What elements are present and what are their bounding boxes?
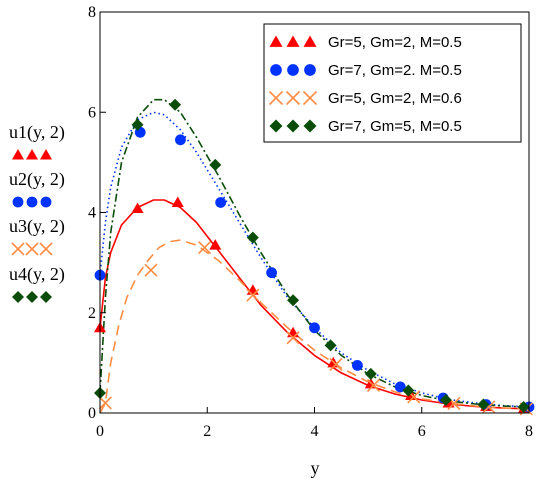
y-label-marker-sample xyxy=(11,242,25,256)
series-line-1 xyxy=(99,199,530,410)
y-label-marker-sample xyxy=(26,196,38,208)
x-axis-ticks: 0 2 4 6 8 xyxy=(96,407,533,440)
markers-layer xyxy=(94,98,535,416)
series-4-marker xyxy=(131,118,144,131)
series-4-marker xyxy=(324,339,337,352)
y-label-marker-sample xyxy=(12,149,24,160)
legend-marker-sample xyxy=(269,35,283,47)
y-label-marker-sample xyxy=(40,196,52,208)
y-tick-label: 6 xyxy=(88,104,96,121)
y-label-marker-sample xyxy=(26,291,38,303)
legend-marker-sample xyxy=(302,90,318,106)
series-line-4 xyxy=(99,98,530,408)
y-axis-label-4: u4(y, 2) xyxy=(9,264,65,285)
series-2-marker xyxy=(215,197,227,208)
legend-entry-3: Gr=5, Gm=2, M=0.6 xyxy=(328,90,462,107)
series-1-marker xyxy=(209,239,222,250)
series-3-marker xyxy=(246,288,260,302)
legend-marker-sample xyxy=(268,90,284,106)
series-3-marker xyxy=(198,241,212,255)
series-1-marker xyxy=(131,202,144,213)
y-label-marker-sample xyxy=(40,149,52,160)
x-tick-label: 6 xyxy=(418,423,426,440)
legend-marker-sample xyxy=(303,119,317,133)
x-tick-label: 2 xyxy=(203,423,211,440)
series-3-marker xyxy=(98,396,112,410)
series-2-marker xyxy=(309,322,320,334)
x-tick-label: 4 xyxy=(311,423,319,440)
legend-marker-sample xyxy=(304,64,316,76)
series-line-3 xyxy=(99,239,530,414)
series-4-marker xyxy=(287,294,300,307)
legend-marker-sample xyxy=(269,119,283,133)
legend-marker-sample xyxy=(285,90,301,106)
legend-marker-sample xyxy=(287,64,299,76)
series-4-marker xyxy=(364,367,377,380)
y-axis-series-labels: u1(y, 2) u2(y, 2) u3(y, 2) u4(y, 2) xyxy=(9,122,65,303)
y-tick-label: 2 xyxy=(88,305,96,322)
series-4-marker xyxy=(517,400,530,413)
y-tick-label: 4 xyxy=(88,205,96,222)
x-axis-label: y xyxy=(311,458,320,478)
series-4-marker xyxy=(246,231,259,244)
legend-entry-2: Gr=7, Gm=2. M=0.5 xyxy=(328,62,462,79)
series-1-marker xyxy=(171,196,184,207)
y-label-marker-sample xyxy=(26,149,38,160)
y-tick-label: 8 xyxy=(88,4,96,21)
y-label-marker-sample xyxy=(12,291,24,303)
y-axis-ticks: 0 2 4 6 8 xyxy=(88,4,106,422)
series-4-marker xyxy=(402,384,415,397)
series-4-marker xyxy=(439,393,452,406)
series-4-marker xyxy=(169,98,182,111)
x-tick-label: 0 xyxy=(96,423,104,440)
series-2-marker xyxy=(352,359,363,371)
series-4-marker xyxy=(477,398,490,411)
series-2-marker xyxy=(266,267,277,279)
x-tick-label: 8 xyxy=(525,423,533,440)
series-3-marker xyxy=(366,378,381,392)
legend-marker-sample xyxy=(303,35,317,47)
series-4-marker xyxy=(209,158,222,171)
legend-marker-sample xyxy=(286,119,300,133)
series-2-marker xyxy=(394,381,406,393)
y-label-marker-sample xyxy=(39,242,53,256)
series-3-marker xyxy=(144,263,158,277)
y-tick-label: 0 xyxy=(88,405,96,422)
curves-layer xyxy=(99,98,530,414)
y-axis-label-3: u3(y, 2) xyxy=(9,216,65,237)
legend-marker-sample xyxy=(270,64,282,76)
legend-marker-sample xyxy=(286,35,300,47)
legend-entry-1: Gr=5, Gm=2, M=0.5 xyxy=(328,34,462,51)
series-2-marker xyxy=(175,134,186,146)
y-label-marker-sample xyxy=(40,291,52,303)
y-axis-label-1: u1(y, 2) xyxy=(9,122,65,143)
legend: Gr=5, Gm=2, M=0.5 Gr=7, Gm=2. M=0.5 Gr=5, … xyxy=(263,23,522,143)
y-axis-label-2: u2(y, 2) xyxy=(9,169,65,190)
series-line-2 xyxy=(99,111,530,408)
legend-entry-4: Gr=7, Gm=5, M=0.5 xyxy=(328,118,462,135)
y-label-marker-sample xyxy=(25,242,39,256)
y-label-marker-sample xyxy=(12,196,24,208)
series-3-marker xyxy=(329,357,343,371)
series-3-marker xyxy=(286,331,300,345)
